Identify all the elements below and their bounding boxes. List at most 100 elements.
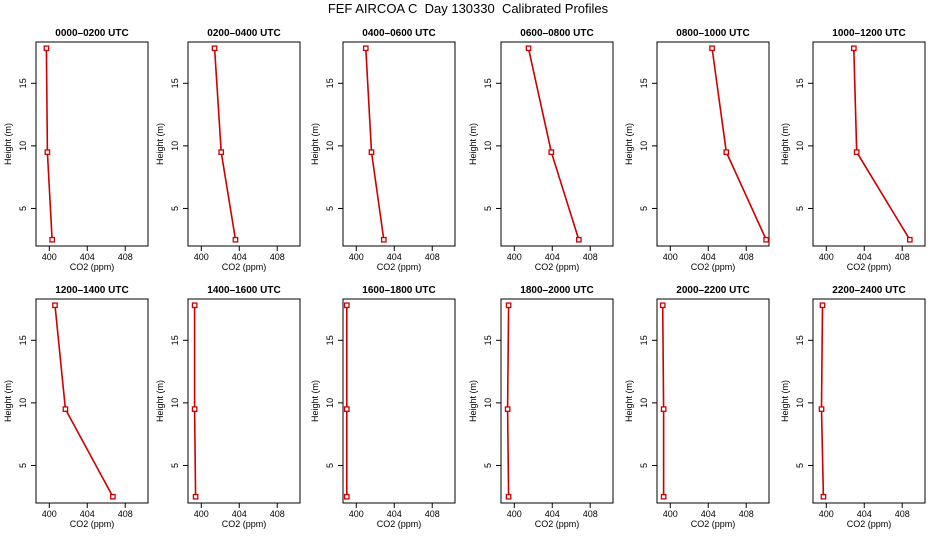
co2-profile-line: [711, 48, 767, 241]
panel-title: 1800–2000 UTC: [520, 285, 593, 296]
x-axis-label: CO2 (ppm): [691, 519, 736, 529]
y-tick-label: 15: [639, 335, 649, 345]
x-tick-label: 400: [42, 252, 57, 262]
y-tick-label: 5: [795, 206, 805, 211]
y-tick-label: 5: [170, 206, 180, 211]
x-tick-label: 408: [425, 509, 440, 519]
panel-title: 0600–0800 UTC: [520, 28, 593, 39]
x-tick-label: 400: [349, 252, 364, 262]
panel-title: 0200–0400 UTC: [207, 28, 280, 39]
plot-frame: [35, 41, 149, 247]
x-tick-label: 408: [739, 509, 754, 519]
x-axis-label: CO2 (ppm): [691, 262, 736, 272]
y-axis-label: Height (m): [780, 380, 790, 422]
panel-title: 1400–1600 UTC: [207, 285, 280, 296]
x-tick-label: 404: [232, 509, 247, 519]
panel-title: 0000–0200 UTC: [55, 28, 128, 39]
y-tick-label: 10: [18, 398, 28, 408]
y-axis-label: Height (m): [155, 123, 165, 165]
x-tick-label: 400: [507, 509, 522, 519]
data-point: [44, 149, 51, 155]
panel-title: 0400–0600 UTC: [362, 28, 435, 39]
x-tick-label: 404: [857, 252, 872, 262]
x-tick-label: 400: [663, 252, 678, 262]
data-point: [218, 149, 225, 155]
x-tick-label: 408: [118, 509, 133, 519]
data-point: [110, 493, 116, 500]
x-tick-label: 400: [819, 509, 834, 519]
plot-frame: [187, 298, 301, 504]
x-tick-label: 400: [42, 509, 57, 519]
plot-frame: [500, 298, 614, 504]
x-axis-label: CO2 (ppm): [535, 262, 580, 272]
y-tick-label: 10: [483, 141, 493, 151]
y-tick-label: 10: [795, 141, 805, 151]
data-point: [380, 236, 387, 243]
x-tick-label: 408: [895, 252, 910, 262]
data-point: [505, 493, 512, 500]
x-tick-label: 404: [387, 509, 402, 519]
x-tick-label: 404: [701, 252, 716, 262]
y-axis-label: Height (m): [155, 380, 165, 422]
x-axis-label: CO2 (ppm): [847, 519, 892, 529]
co2-profile-line: [527, 48, 580, 240]
data-point: [362, 45, 369, 52]
plot-frame: [500, 41, 614, 247]
data-point: [709, 45, 715, 52]
y-tick-label: 10: [170, 398, 180, 408]
x-tick-label: 404: [80, 509, 95, 519]
data-point: [850, 45, 857, 52]
x-tick-label: 404: [701, 509, 716, 519]
y-axis-label: Height (m): [624, 123, 634, 165]
data-point: [343, 493, 350, 500]
co2-profile-line: [853, 48, 911, 241]
co2-profile-line: [365, 48, 385, 240]
y-tick-label: 15: [795, 335, 805, 345]
x-tick-label: 408: [895, 509, 910, 519]
y-tick-label: 15: [18, 78, 28, 88]
co2-profile-line: [661, 305, 665, 497]
data-point: [343, 406, 350, 412]
data-point: [659, 302, 666, 309]
y-tick-label: 15: [483, 335, 493, 345]
y-tick-label: 15: [18, 335, 28, 345]
y-tick-label: 10: [795, 398, 805, 408]
data-point: [62, 406, 69, 412]
data-point: [504, 406, 511, 412]
y-tick-label: 5: [18, 206, 28, 211]
y-axis-label: Height (m): [310, 380, 320, 422]
y-tick-label: 5: [325, 463, 335, 468]
data-point: [763, 236, 770, 243]
x-axis-label: CO2 (ppm): [70, 262, 115, 272]
x-tick-label: 408: [583, 252, 598, 262]
data-point: [820, 493, 827, 500]
x-axis-label: CO2 (ppm): [377, 262, 422, 272]
x-tick-label: 404: [387, 252, 402, 262]
x-tick-label: 408: [583, 509, 598, 519]
data-point: [43, 45, 50, 52]
plot-frame: [35, 298, 149, 504]
y-tick-label: 10: [639, 398, 649, 408]
x-axis-label: CO2 (ppm): [70, 519, 115, 529]
panel-title: 2200–2400 UTC: [832, 285, 905, 296]
x-axis-label: CO2 (ppm): [377, 519, 422, 529]
y-tick-label: 5: [170, 463, 180, 468]
co2-profile-line: [820, 305, 825, 497]
data-point: [52, 302, 58, 309]
x-axis-label: CO2 (ppm): [847, 262, 892, 272]
y-tick-label: 15: [795, 78, 805, 88]
y-tick-label: 10: [325, 141, 335, 151]
y-tick-label: 10: [325, 398, 335, 408]
x-axis-label: CO2 (ppm): [535, 519, 580, 529]
y-axis-label: Height (m): [624, 380, 634, 422]
